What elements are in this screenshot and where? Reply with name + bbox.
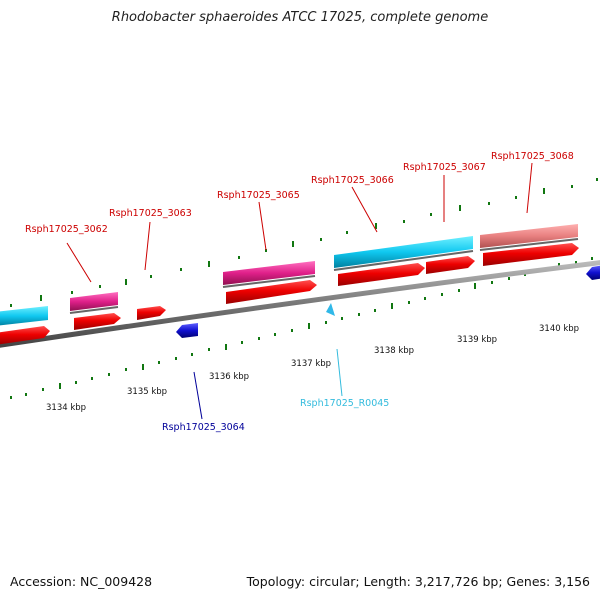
gene-label-3064[interactable]: Rsph17025_3064 — [162, 422, 245, 433]
genome-backbone — [0, 260, 600, 348]
gene-block-3062[interactable] — [70, 292, 118, 311]
tick-label: 3136 kbp — [209, 372, 249, 382]
cds-arrow[interactable] — [74, 313, 121, 330]
gene-blocks — [0, 224, 579, 326]
cds-arrows — [0, 243, 579, 345]
label-leaders — [66, 162, 533, 420]
gene-arrow-3064[interactable] — [176, 323, 198, 338]
forward-scale-ticks — [10, 178, 598, 307]
gene-block-3066[interactable] — [334, 236, 473, 268]
gene-label-3065[interactable]: Rsph17025_3065 — [217, 190, 300, 201]
cds-arrow[interactable] — [483, 243, 579, 266]
cds-arrow[interactable] — [426, 256, 475, 274]
topology-text: Topology: circular; Length: 3,217,726 bp… — [246, 574, 590, 589]
gene-label-R0045[interactable]: Rsph17025_R0045 — [300, 398, 389, 409]
tick-label: 3135 kbp — [127, 387, 167, 397]
accession-text: Accession: NC_009428 — [10, 574, 153, 589]
gene-label-3063[interactable]: Rsph17025_3063 — [109, 208, 192, 219]
tick-label: 3137 kbp — [291, 359, 331, 369]
tick-label: 3134 kbp — [46, 403, 86, 413]
rna-marker-R0045[interactable] — [326, 303, 335, 316]
cds-arrow[interactable] — [0, 326, 50, 345]
gene-block-cyan-left[interactable] — [0, 306, 48, 326]
tick-label: 3138 kbp — [374, 346, 414, 356]
gene-block-3065[interactable] — [223, 261, 315, 285]
kbp-tick-labels: 3134 kbp 3135 kbp 3136 kbp 3137 kbp 3138… — [46, 324, 579, 413]
cds-arrow[interactable] — [338, 263, 425, 286]
gene-label-3068[interactable]: Rsph17025_3068 — [491, 151, 574, 162]
tick-label: 3139 kbp — [457, 335, 497, 345]
gene-label-3062[interactable]: Rsph17025_3062 — [25, 224, 108, 235]
gene-label-3067[interactable]: Rsph17025_3067 — [403, 162, 486, 173]
gene-arrow-reverse-right[interactable] — [586, 265, 600, 280]
cds-arrow[interactable] — [226, 280, 317, 304]
page-title: Rhodobacter sphaeroides ATCC 17025, comp… — [111, 10, 489, 25]
gene-labels: Rsph17025_3062 Rsph17025_3063 Rsph17025_… — [25, 151, 574, 433]
tick-label: 3140 kbp — [539, 324, 579, 334]
gene-block-3068[interactable] — [480, 224, 578, 248]
cds-arrow[interactable] — [137, 306, 166, 320]
gene-label-3066[interactable]: Rsph17025_3066 — [311, 175, 394, 186]
